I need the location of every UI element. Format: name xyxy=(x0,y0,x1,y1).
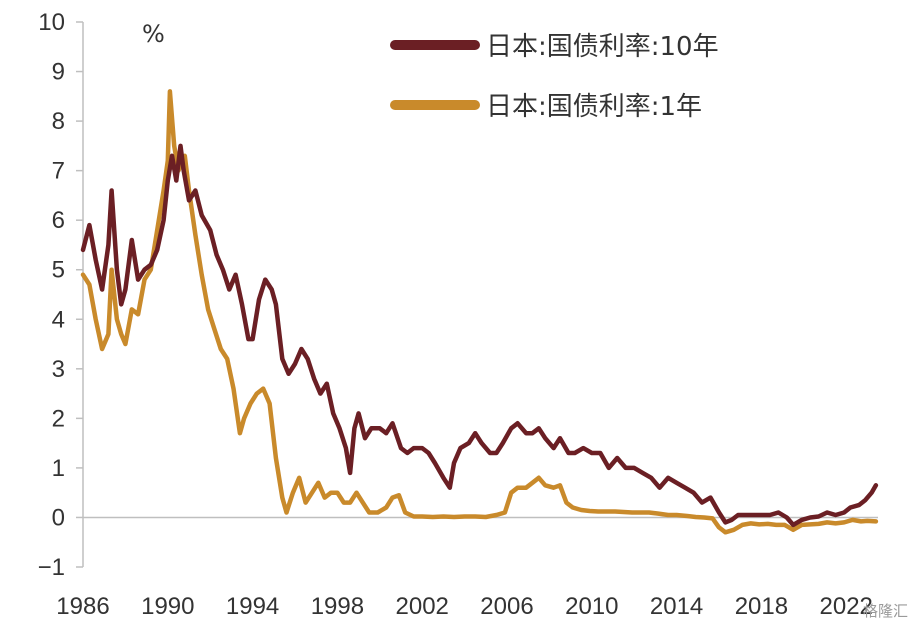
y-axis-ticks: −1 0 1 2 3 4 5 6 7 8 9 10 xyxy=(38,9,83,581)
legend-label: 日本:国债利率:10年 xyxy=(486,32,719,62)
y-tick-label: 1 xyxy=(52,455,65,482)
x-tick-label: 2010 xyxy=(565,593,618,620)
x-tick-label: 1990 xyxy=(141,593,194,620)
y-tick-label: −1 xyxy=(38,554,65,581)
y-tick-label: 10 xyxy=(38,9,65,36)
y-tick-label: 4 xyxy=(52,306,65,333)
x-tick-label: 2018 xyxy=(735,593,788,620)
y-tick-label: 5 xyxy=(52,257,65,284)
watermark-text: 格隆汇 xyxy=(863,602,908,620)
series-line-10y xyxy=(80,143,879,528)
y-unit-label: % xyxy=(142,20,165,48)
x-tick-label: 1994 xyxy=(226,593,279,620)
y-tick-label: 0 xyxy=(52,504,65,531)
x-axis-ticks: 1986 1990 1994 1998 2002 2006 2010 2014 2018 2022 xyxy=(56,593,873,620)
x-tick-label: 2002 xyxy=(396,593,449,620)
y-tick-label: 7 xyxy=(52,158,65,185)
y-tick-label: 6 xyxy=(52,207,65,234)
x-tick-label: 1986 xyxy=(56,593,109,620)
x-tick-label: 2022 xyxy=(820,593,873,620)
y-tick-label: 3 xyxy=(52,356,65,383)
x-tick-label: 1998 xyxy=(311,593,364,620)
x-tick-label: 2014 xyxy=(650,593,703,620)
y-tick-label: 2 xyxy=(52,405,65,432)
x-tick-label: 2006 xyxy=(480,593,533,620)
y-tick-label: 9 xyxy=(52,59,65,86)
series-layer xyxy=(80,89,879,535)
y-tick-label: 8 xyxy=(52,108,65,135)
legend-label: 日本:国债利率:1年 xyxy=(486,92,702,122)
series-line-1y xyxy=(80,89,879,535)
